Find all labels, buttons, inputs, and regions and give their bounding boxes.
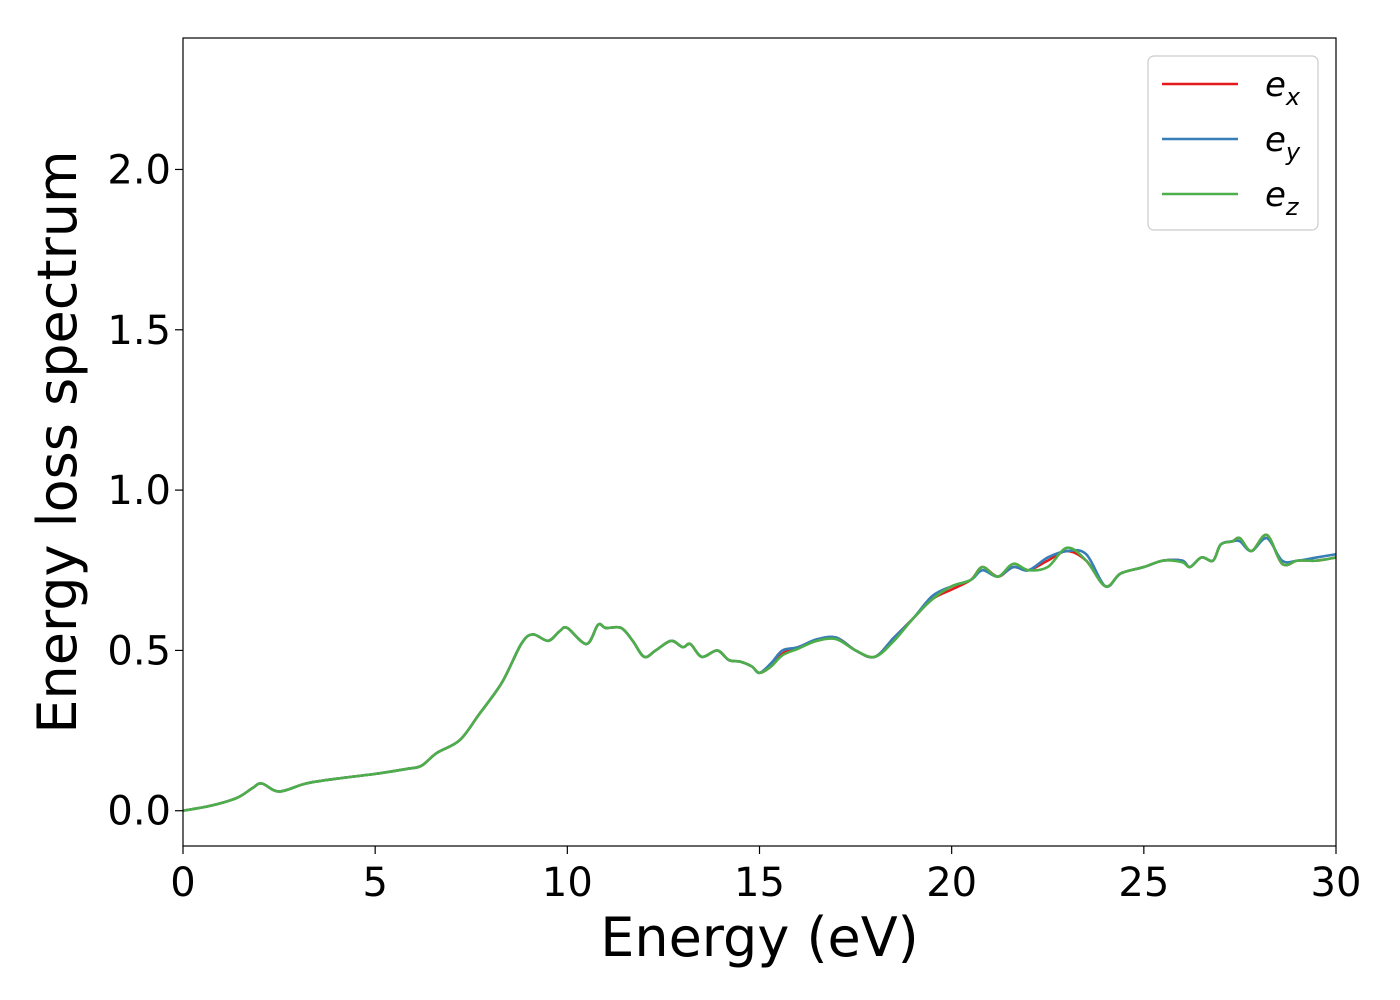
y-tick-label: 0.5 — [107, 628, 171, 674]
y-tick-label: 0.0 — [107, 789, 171, 835]
legend-box — [1147, 55, 1319, 231]
y-tick-label: 2.0 — [107, 147, 171, 193]
x-axis-ticks: 0 5 10 15 20 25 30 — [170, 846, 1361, 906]
x-tick-label: 5 — [362, 860, 387, 906]
x-tick-label: 30 — [1311, 860, 1362, 906]
x-tick-label: 20 — [926, 860, 977, 906]
y-axis-title: Energy loss spectrum — [26, 150, 89, 733]
series-line-z — [182, 533, 1337, 813]
y-tick-label: 1.5 — [107, 308, 171, 354]
x-tick-label: 10 — [542, 860, 593, 906]
x-tick-label: 25 — [1118, 860, 1169, 906]
x-tick-label: 0 — [170, 860, 195, 906]
legend-label-x: ex — [1265, 65, 1301, 111]
legend-label-z: ez — [1265, 175, 1300, 221]
legend: ex ey ez — [1147, 55, 1319, 231]
y-tick-label: 1.0 — [107, 468, 171, 514]
legend-label-y: ey — [1265, 120, 1301, 166]
y-axis-ticks: 0.0 0.5 1.0 1.5 2.0 — [107, 147, 183, 835]
x-axis-title: Energy (eV) — [600, 906, 919, 969]
series-layer — [182, 533, 1337, 813]
x-tick-label: 15 — [734, 860, 785, 906]
